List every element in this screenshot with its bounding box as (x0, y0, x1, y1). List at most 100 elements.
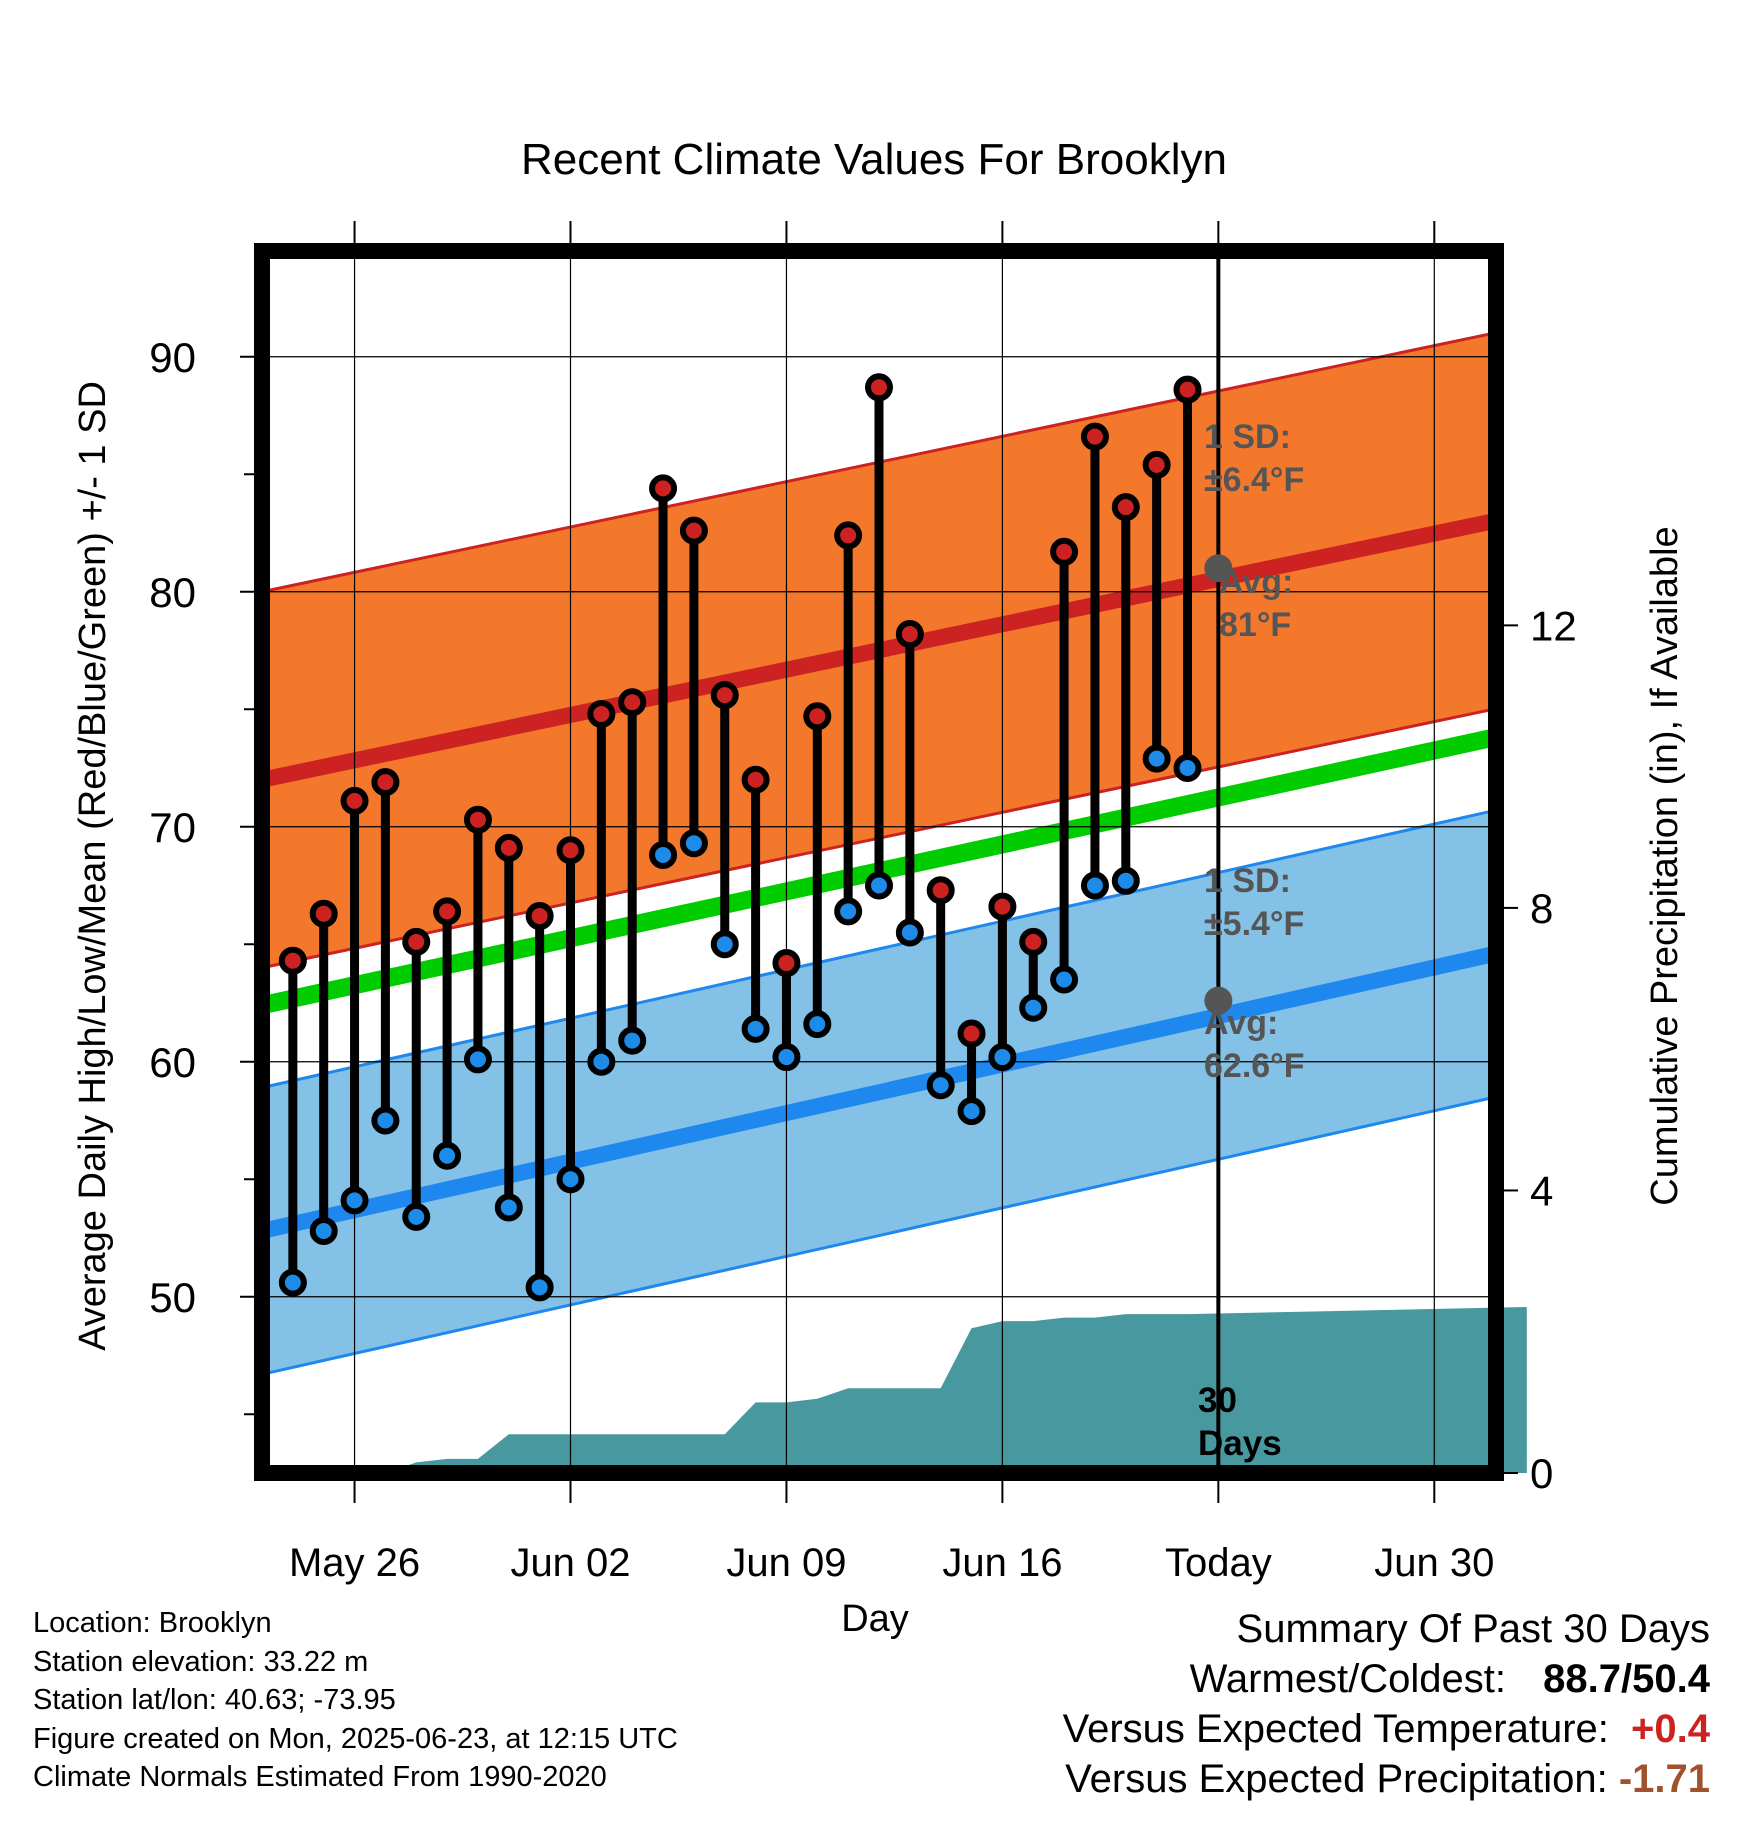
daily-high-point (494, 833, 523, 862)
daily-low-point (1142, 744, 1171, 773)
x-tick-label: Jun 30 (1374, 1541, 1494, 1585)
plot-frame (254, 243, 1504, 1481)
plot-area: 1 SD: ±6.4°F Avg: 81°F 1 SD: ±5.4°F Avg: 62.6°F… (260, 251, 1527, 1473)
daily-high-point (525, 902, 554, 931)
daily-low-point (556, 1165, 585, 1194)
daily-low-point (309, 1216, 338, 1245)
low-avg-note-label: Avg: (1204, 1004, 1278, 1042)
x-tick-label: Jun 02 (510, 1541, 630, 1585)
daily-low-point (402, 1202, 431, 1231)
daily-low-point (1050, 965, 1079, 994)
daily-high-point (1173, 375, 1202, 404)
precip-period-unit: Days (1198, 1424, 1282, 1463)
info-latlon: Station lat/lon: 40.63; -73.95 (33, 1684, 396, 1716)
summary-title: Summary Of Past 30 Days (1236, 1607, 1710, 1651)
daily-low-point (741, 1014, 770, 1043)
daily-high-point (926, 876, 955, 905)
today-line (1204, 251, 1233, 1473)
low-band-lower-edge (261, 1095, 1497, 1376)
daily-high-point (1142, 450, 1171, 479)
warm-cold-label: Warmest/Coldest: (1189, 1657, 1507, 1701)
x-tick-label: Jun 09 (726, 1541, 846, 1585)
daily-high-point (340, 786, 369, 815)
daily-high-point (1050, 537, 1079, 566)
daily-low-point (834, 897, 863, 926)
daily-high-point (772, 949, 801, 978)
y2-tick-label: 12 (1530, 602, 1577, 649)
y-tick-label: 50 (149, 1274, 196, 1321)
daily-low-point (988, 1043, 1017, 1072)
daily-low-point (803, 1010, 832, 1039)
x-axis-label: Day (841, 1598, 909, 1640)
daily-low-point (710, 930, 739, 959)
low-band-upper-edge (261, 808, 1497, 1090)
precip-departure-value: -1.71 (1618, 1757, 1710, 1801)
coldest-value: 50.4 (1632, 1657, 1710, 1701)
daily-low-point (463, 1045, 492, 1074)
info-normals: Climate Normals Estimated From 1990-2020 (33, 1761, 607, 1793)
daily-low-point (433, 1141, 462, 1170)
daily-high-point (834, 521, 863, 550)
daily-high-point (587, 699, 616, 728)
daily-low-point (679, 829, 708, 858)
daily-low-point (957, 1097, 986, 1126)
daily-high-point (371, 768, 400, 797)
info-created: Figure created on Mon, 2025-06-23, at 12… (33, 1722, 678, 1755)
daily-low-point (1173, 754, 1202, 782)
info-location: Location: Brooklyn (33, 1607, 272, 1639)
daily-high-point (741, 765, 770, 794)
daily-low-point (926, 1071, 955, 1100)
daily-low-point (340, 1186, 369, 1215)
daily-range-bars (278, 373, 1202, 1302)
x-tick-label: Jun 16 (942, 1541, 1062, 1585)
summary-warm-cold: Warmest/Coldest: 88.7/50.4 (1063, 1654, 1710, 1704)
y-tick-label: 80 (149, 569, 196, 616)
daily-high-point (309, 899, 338, 928)
daily-high-point (1111, 493, 1140, 522)
low-sd-note-label: 1 SD: (1204, 862, 1291, 900)
daily-low-point (1080, 871, 1109, 900)
low-sd-note-value: ±5.4°F (1204, 905, 1304, 943)
x-tick-label: May 26 (289, 1541, 420, 1585)
daily-low-point (618, 1026, 647, 1055)
daily-high-point (463, 805, 492, 834)
chart-title: Recent Climate Values For Brooklyn (521, 135, 1227, 184)
daily-high-point (895, 620, 924, 649)
daily-low-point (772, 1043, 801, 1072)
summary-temperature: Versus Expected Temperature: +0.4 (1063, 1704, 1710, 1754)
station-info: Location: Brooklyn Station elevation: 33… (33, 1604, 678, 1797)
high-sd-note-value: ±6.4°F (1204, 461, 1304, 499)
daily-high-point (988, 892, 1017, 921)
high-avg-note-value: 81°F (1219, 606, 1291, 644)
daily-high-point (803, 702, 832, 731)
daily-low-point (1019, 993, 1048, 1022)
y-tick-label: 60 (149, 1039, 196, 1086)
low-avg-note-value: 62.6°F (1204, 1047, 1305, 1085)
band-annotations: 1 SD: ±6.4°F Avg: 81°F 1 SD: ±5.4°F Avg: 62.6°F… (1198, 418, 1305, 1463)
low-mean-line (260, 945, 1498, 1239)
precip-period-number: 30 (1198, 1381, 1237, 1420)
high-avg-note-label: Avg: (1219, 563, 1293, 601)
daily-low-point (1111, 866, 1140, 895)
daily-low-point (587, 1047, 616, 1076)
daily-high-point (1019, 927, 1048, 956)
daily-high-point (556, 836, 585, 865)
daily-high-point (865, 373, 893, 402)
y2-tick-label: 4 (1530, 1167, 1553, 1214)
summary-precipitation: Versus Expected Precipitation: -1.71 (1063, 1754, 1710, 1804)
axes: 50 60 70 80 90 0 4 8 12 May 26 Jun 02 Jun 09 Jun 16 T… (149, 221, 1577, 1585)
info-elevation: Station elevation: 33.22 m (33, 1645, 369, 1678)
daily-low-point (649, 840, 678, 869)
daily-low-point (278, 1268, 307, 1297)
daily-high-point (618, 688, 647, 717)
today-high-avg-marker (1204, 554, 1233, 583)
daily-high-point (433, 897, 462, 926)
daily-high-point (1080, 422, 1109, 451)
y-tick-label: 70 (149, 804, 196, 851)
daily-high-point (710, 681, 739, 710)
daily-high-point (957, 1019, 986, 1048)
x-tick-label: Today (1165, 1541, 1272, 1585)
daily-low-point (895, 918, 924, 947)
daily-low-point (371, 1106, 400, 1135)
